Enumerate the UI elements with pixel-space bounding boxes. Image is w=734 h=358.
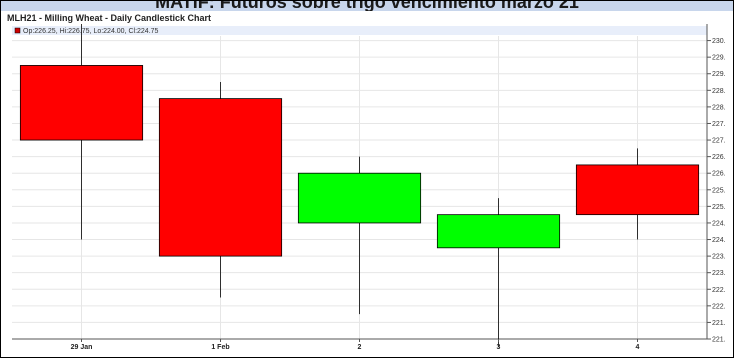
- ytick-label: 229.: [712, 71, 726, 78]
- ytick-label: 228.: [712, 104, 726, 111]
- candle-body: [158, 98, 283, 257]
- ytick-label: 228.: [712, 88, 726, 95]
- candle-body: [436, 214, 561, 249]
- xtick-label: 4: [636, 344, 640, 351]
- ohlc-readout: Op:226.25, Hi:226.75, Lo:224.00, Cl:224.…: [23, 28, 159, 35]
- ytick-label: 229.: [712, 55, 726, 62]
- ytick-label: 225.: [712, 204, 726, 211]
- xtick-label: 1 Feb: [211, 344, 229, 351]
- ytick-label: 221.: [712, 320, 726, 327]
- chart-title: MLH21 - Milling Wheat - Daily Candlestic…: [7, 13, 212, 23]
- ytick-label: 227.: [712, 121, 726, 128]
- ytick-label: 221.: [712, 337, 726, 344]
- ytick-label: 222.: [712, 303, 726, 310]
- candle-body: [575, 164, 700, 216]
- ytick-label: 222.: [712, 287, 726, 294]
- candle-body: [297, 172, 422, 224]
- xtick-label: 2: [358, 344, 362, 351]
- ytick-label: 227.: [712, 138, 726, 145]
- xtick-label: 29 Jan: [71, 344, 93, 351]
- ytick-label: 223.: [712, 254, 726, 261]
- ytick-label: 225.: [712, 187, 726, 194]
- banner: MATIF: Futuros sobre trigo vencimiento m…: [1, 1, 733, 11]
- ytick-label: 230.: [712, 38, 726, 45]
- readout-swatch: [14, 27, 21, 34]
- ytick-label: 224.: [712, 237, 726, 244]
- candle-body: [19, 65, 144, 141]
- ytick-label: 224.: [712, 220, 726, 227]
- ytick-label: 226.: [712, 171, 726, 178]
- ytick-label: 226.: [712, 154, 726, 161]
- banner-title: MATIF: Futuros sobre trigo vencimiento m…: [155, 1, 579, 11]
- xtick-label: 3: [497, 344, 501, 351]
- readout-strip: [12, 26, 707, 35]
- ytick-label: 223.: [712, 270, 726, 277]
